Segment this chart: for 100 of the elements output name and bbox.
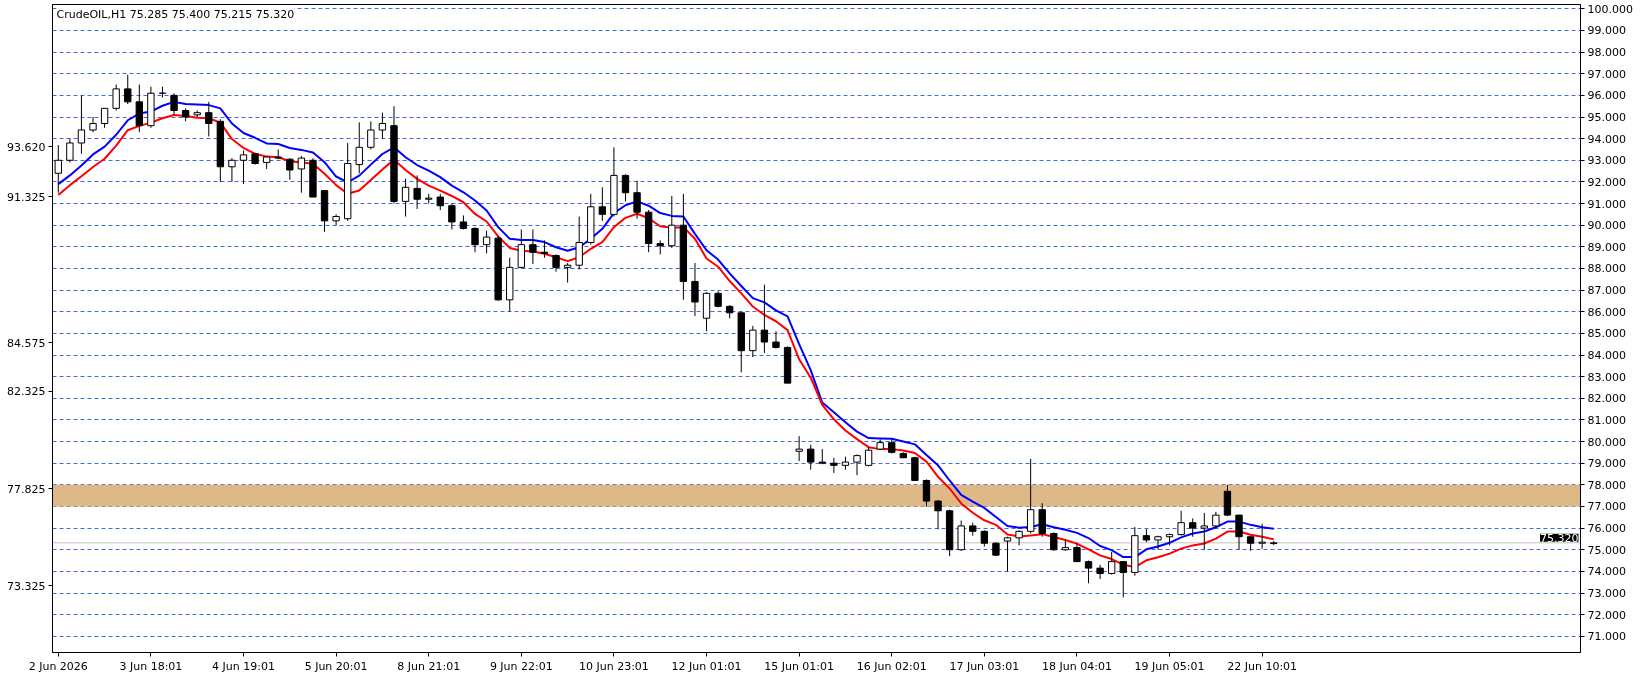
candlestick	[922, 478, 931, 507]
y-tick-label: 72.000	[1587, 608, 1626, 622]
y-tick-label: 100.000	[1587, 2, 1633, 16]
candlestick	[170, 92, 178, 116]
chart-title: CrudeOIL,H1 75.285 75.400 75.215 75.320	[56, 7, 295, 21]
x-tick-label: 16 Jun 02:01	[856, 659, 927, 673]
candlestick	[772, 330, 780, 350]
y-tick-label: 94.000	[1587, 132, 1626, 146]
y-tick-label: 93.000	[1587, 154, 1626, 168]
candlestick	[89, 116, 97, 133]
candlestick	[1223, 484, 1232, 517]
y-tick-label: 76.000	[1587, 522, 1626, 536]
candlestick	[1096, 564, 1104, 580]
candlestick	[448, 203, 456, 231]
y-tick-label: 79.000	[1587, 457, 1626, 471]
y-tick-label: 80.000	[1587, 435, 1626, 449]
candlestick	[1258, 523, 1266, 550]
candlestick	[807, 444, 815, 471]
candlestick	[1235, 514, 1243, 551]
candlestick	[830, 457, 838, 474]
y-tick-label: 91.000	[1587, 197, 1626, 211]
candlestick	[795, 435, 803, 462]
y-tick-label: 95.000	[1587, 111, 1626, 125]
candlestick	[482, 230, 491, 254]
y-tick-label: 98.000	[1587, 46, 1626, 60]
y-tick-label: 86.000	[1587, 305, 1626, 319]
y2-tick-label: 84.575	[7, 336, 46, 350]
y-tick-label: 77.000	[1587, 500, 1626, 514]
y-tick-label: 90.000	[1587, 219, 1626, 233]
y-tick-label: 81.000	[1587, 413, 1626, 427]
candlestick	[1015, 529, 1023, 546]
candlestick	[749, 325, 757, 358]
y-tick-label: 82.000	[1587, 392, 1626, 406]
x-tick-label: 5 Jun 20:01	[304, 659, 368, 673]
candlestick	[1050, 531, 1058, 552]
candlestick	[112, 84, 120, 112]
candlestick	[760, 284, 769, 354]
candlestick	[529, 229, 537, 265]
x-tick-label: 2 Jun 2026	[28, 659, 88, 673]
y-tick-label: 88.000	[1587, 262, 1626, 276]
candlestick	[135, 84, 143, 133]
candlestick	[205, 101, 213, 137]
y2-tick-label: 73.325	[7, 579, 46, 593]
candlestick	[1026, 458, 1035, 534]
candlestick	[66, 138, 74, 163]
y2-tick-label: 91.325	[7, 190, 46, 204]
candlestick	[540, 239, 549, 259]
candlestick	[286, 157, 294, 181]
candlestick	[355, 121, 363, 174]
y2-tick-label: 93.620	[7, 140, 46, 154]
y-tick-label: 87.000	[1587, 284, 1626, 298]
y-tick-label: 83.000	[1587, 370, 1626, 384]
y-tick-label: 84.000	[1587, 349, 1626, 362]
candlestick	[239, 150, 248, 185]
candlestick	[598, 186, 607, 222]
x-tick-label: 10 Jun 23:01	[578, 659, 649, 673]
candlestick	[1154, 535, 1162, 551]
ref-line-label: 75.320	[1540, 531, 1579, 545]
candlestick	[228, 157, 236, 183]
x-tick-label: 17 Jun 03:01	[949, 659, 1020, 673]
y2-tick-label: 77.825	[7, 482, 46, 496]
candlestick	[1003, 536, 1012, 572]
y-tick-label: 92.000	[1587, 175, 1626, 189]
y-tick-label: 96.000	[1587, 89, 1626, 103]
candlestick	[517, 229, 525, 269]
x-tick-label: 15 Jun 01:01	[764, 659, 835, 673]
candlestick	[124, 74, 132, 105]
y-tick-label: 78.000	[1587, 478, 1626, 492]
candlestick	[1177, 510, 1185, 537]
candlestick	[691, 262, 699, 317]
candlestick	[621, 173, 630, 202]
candlestick	[367, 120, 375, 150]
y-tick-label: 85.000	[1587, 327, 1626, 341]
candlestick	[668, 195, 676, 249]
candlestick	[100, 107, 109, 129]
y-tick-label: 89.000	[1587, 240, 1626, 254]
candlestick	[77, 94, 86, 155]
x-tick-label: 4 Jun 19:01	[212, 659, 275, 673]
candlestick	[1200, 512, 1208, 551]
y2-tick-label: 82.325	[7, 385, 46, 399]
candlestick	[1189, 517, 1197, 538]
candlestick	[575, 216, 583, 271]
candlestick	[934, 499, 942, 530]
x-tick-label: 8 Jun 21:01	[397, 659, 461, 673]
x-tick-label: 3 Jun 18:01	[119, 659, 183, 673]
x-tick-label: 19 Jun 05:01	[1134, 659, 1205, 673]
y-tick-label: 99.000	[1587, 24, 1626, 38]
candlestick	[1038, 502, 1046, 538]
x-tick-label: 9 Jun 22:01	[489, 659, 553, 673]
candlestick	[401, 178, 410, 218]
x-tick-label: 12 Jun 01:01	[671, 659, 742, 673]
candlestick	[471, 226, 479, 253]
candlestick	[957, 520, 965, 552]
y-tick-label: 73.000	[1587, 587, 1626, 600]
candlestick	[332, 213, 340, 226]
x-tick-label: 22 Jun 10:01	[1227, 659, 1298, 673]
candlestick	[413, 174, 421, 210]
y-tick-label: 75.000	[1587, 543, 1626, 557]
y-tick-label: 71.000	[1587, 630, 1626, 644]
candlestick	[1108, 551, 1116, 576]
